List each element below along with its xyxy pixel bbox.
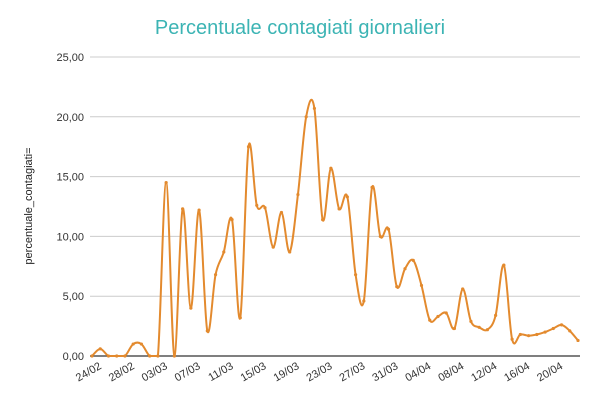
y-axis-label: percentuale_contagiati= xyxy=(23,147,35,264)
data-point xyxy=(271,245,275,249)
data-point xyxy=(395,285,399,289)
x-tick-label: 31/03 xyxy=(370,360,400,384)
data-point xyxy=(436,314,440,319)
data-point xyxy=(477,325,481,329)
chart-title: Percentuale contagiati giornalieri xyxy=(155,17,445,39)
data-point xyxy=(543,330,547,334)
data-point xyxy=(353,273,358,277)
x-tick-label: 27/03 xyxy=(337,360,367,384)
x-tick-label: 04/04 xyxy=(403,360,433,384)
data-point xyxy=(403,267,407,271)
data-point xyxy=(419,283,424,288)
data-point xyxy=(296,192,300,197)
x-tick-label: 08/04 xyxy=(436,360,466,384)
x-tick-label: 12/04 xyxy=(469,360,499,384)
y-tick-label: 25,00 xyxy=(56,52,84,64)
data-point xyxy=(469,319,473,323)
y-tick-label: 15,00 xyxy=(56,172,84,184)
x-tick-labels: 24/02 28/02 03/03 07/03 11/03 15/03 19/03 23/03… xyxy=(74,360,565,384)
data-point xyxy=(263,206,267,210)
data-point xyxy=(362,299,366,303)
y-tick-label: 0,00 xyxy=(63,351,84,363)
data-point xyxy=(222,250,226,254)
x-tick-label: 23/03 xyxy=(305,360,335,384)
data-point xyxy=(230,218,234,222)
data-point xyxy=(213,273,218,277)
data-point xyxy=(123,354,127,358)
data-point xyxy=(526,334,531,338)
data-point xyxy=(189,306,193,310)
data-point xyxy=(551,326,555,331)
data-point xyxy=(502,263,506,267)
x-tick-label: 11/03 xyxy=(206,360,235,384)
data-point xyxy=(172,354,176,358)
data-point xyxy=(485,328,489,332)
x-tick-label: 16/04 xyxy=(502,360,532,384)
x-tick-label: 07/03 xyxy=(173,360,203,384)
y-tick-labels: 0,00 5,00 10,00 15,00 20,00 25,00 xyxy=(56,52,84,363)
data-point xyxy=(518,332,522,337)
data-point xyxy=(329,166,333,170)
series-line xyxy=(90,98,580,358)
x-tick-label: 28/02 xyxy=(107,360,137,384)
y-tick-label: 5,00 xyxy=(63,291,84,303)
x-tick-label: 24/02 xyxy=(74,360,104,384)
data-point xyxy=(510,337,514,341)
data-point xyxy=(238,316,242,320)
data-point xyxy=(386,227,391,231)
data-point xyxy=(98,347,102,351)
data-point xyxy=(255,203,259,207)
data-point xyxy=(106,354,111,358)
data-point xyxy=(304,115,308,119)
data-point xyxy=(148,354,152,358)
data-point xyxy=(345,195,349,199)
data-point xyxy=(279,210,284,215)
x-tick-label: 20/04 xyxy=(535,360,565,384)
data-point xyxy=(197,208,201,212)
data-point xyxy=(494,313,498,317)
data-point xyxy=(559,323,564,327)
data-point xyxy=(312,106,317,111)
data-point xyxy=(461,287,465,291)
series-path xyxy=(91,98,579,357)
data-point xyxy=(164,180,168,185)
data-point xyxy=(337,207,341,211)
data-point xyxy=(321,218,325,222)
data-point xyxy=(452,326,457,331)
data-point xyxy=(576,338,580,343)
data-point xyxy=(568,329,572,333)
y-tick-label: 10,00 xyxy=(56,231,84,243)
data-point xyxy=(181,207,185,211)
data-point xyxy=(115,354,119,358)
x-tick-label: 19/03 xyxy=(272,360,302,384)
data-point xyxy=(378,234,382,238)
data-point xyxy=(90,354,94,358)
data-point xyxy=(411,258,415,262)
data-point xyxy=(246,145,251,149)
data-point xyxy=(370,185,374,189)
data-point xyxy=(428,318,432,322)
x-tick-label: 15/03 xyxy=(239,360,269,384)
data-point xyxy=(288,250,292,254)
data-point xyxy=(139,342,144,346)
data-point xyxy=(156,354,160,358)
x-tick-label: 03/03 xyxy=(140,360,170,384)
data-point xyxy=(444,311,448,315)
data-point xyxy=(205,329,209,333)
data-point xyxy=(535,332,539,337)
data-point xyxy=(131,342,135,346)
y-tick-label: 20,00 xyxy=(56,112,84,124)
